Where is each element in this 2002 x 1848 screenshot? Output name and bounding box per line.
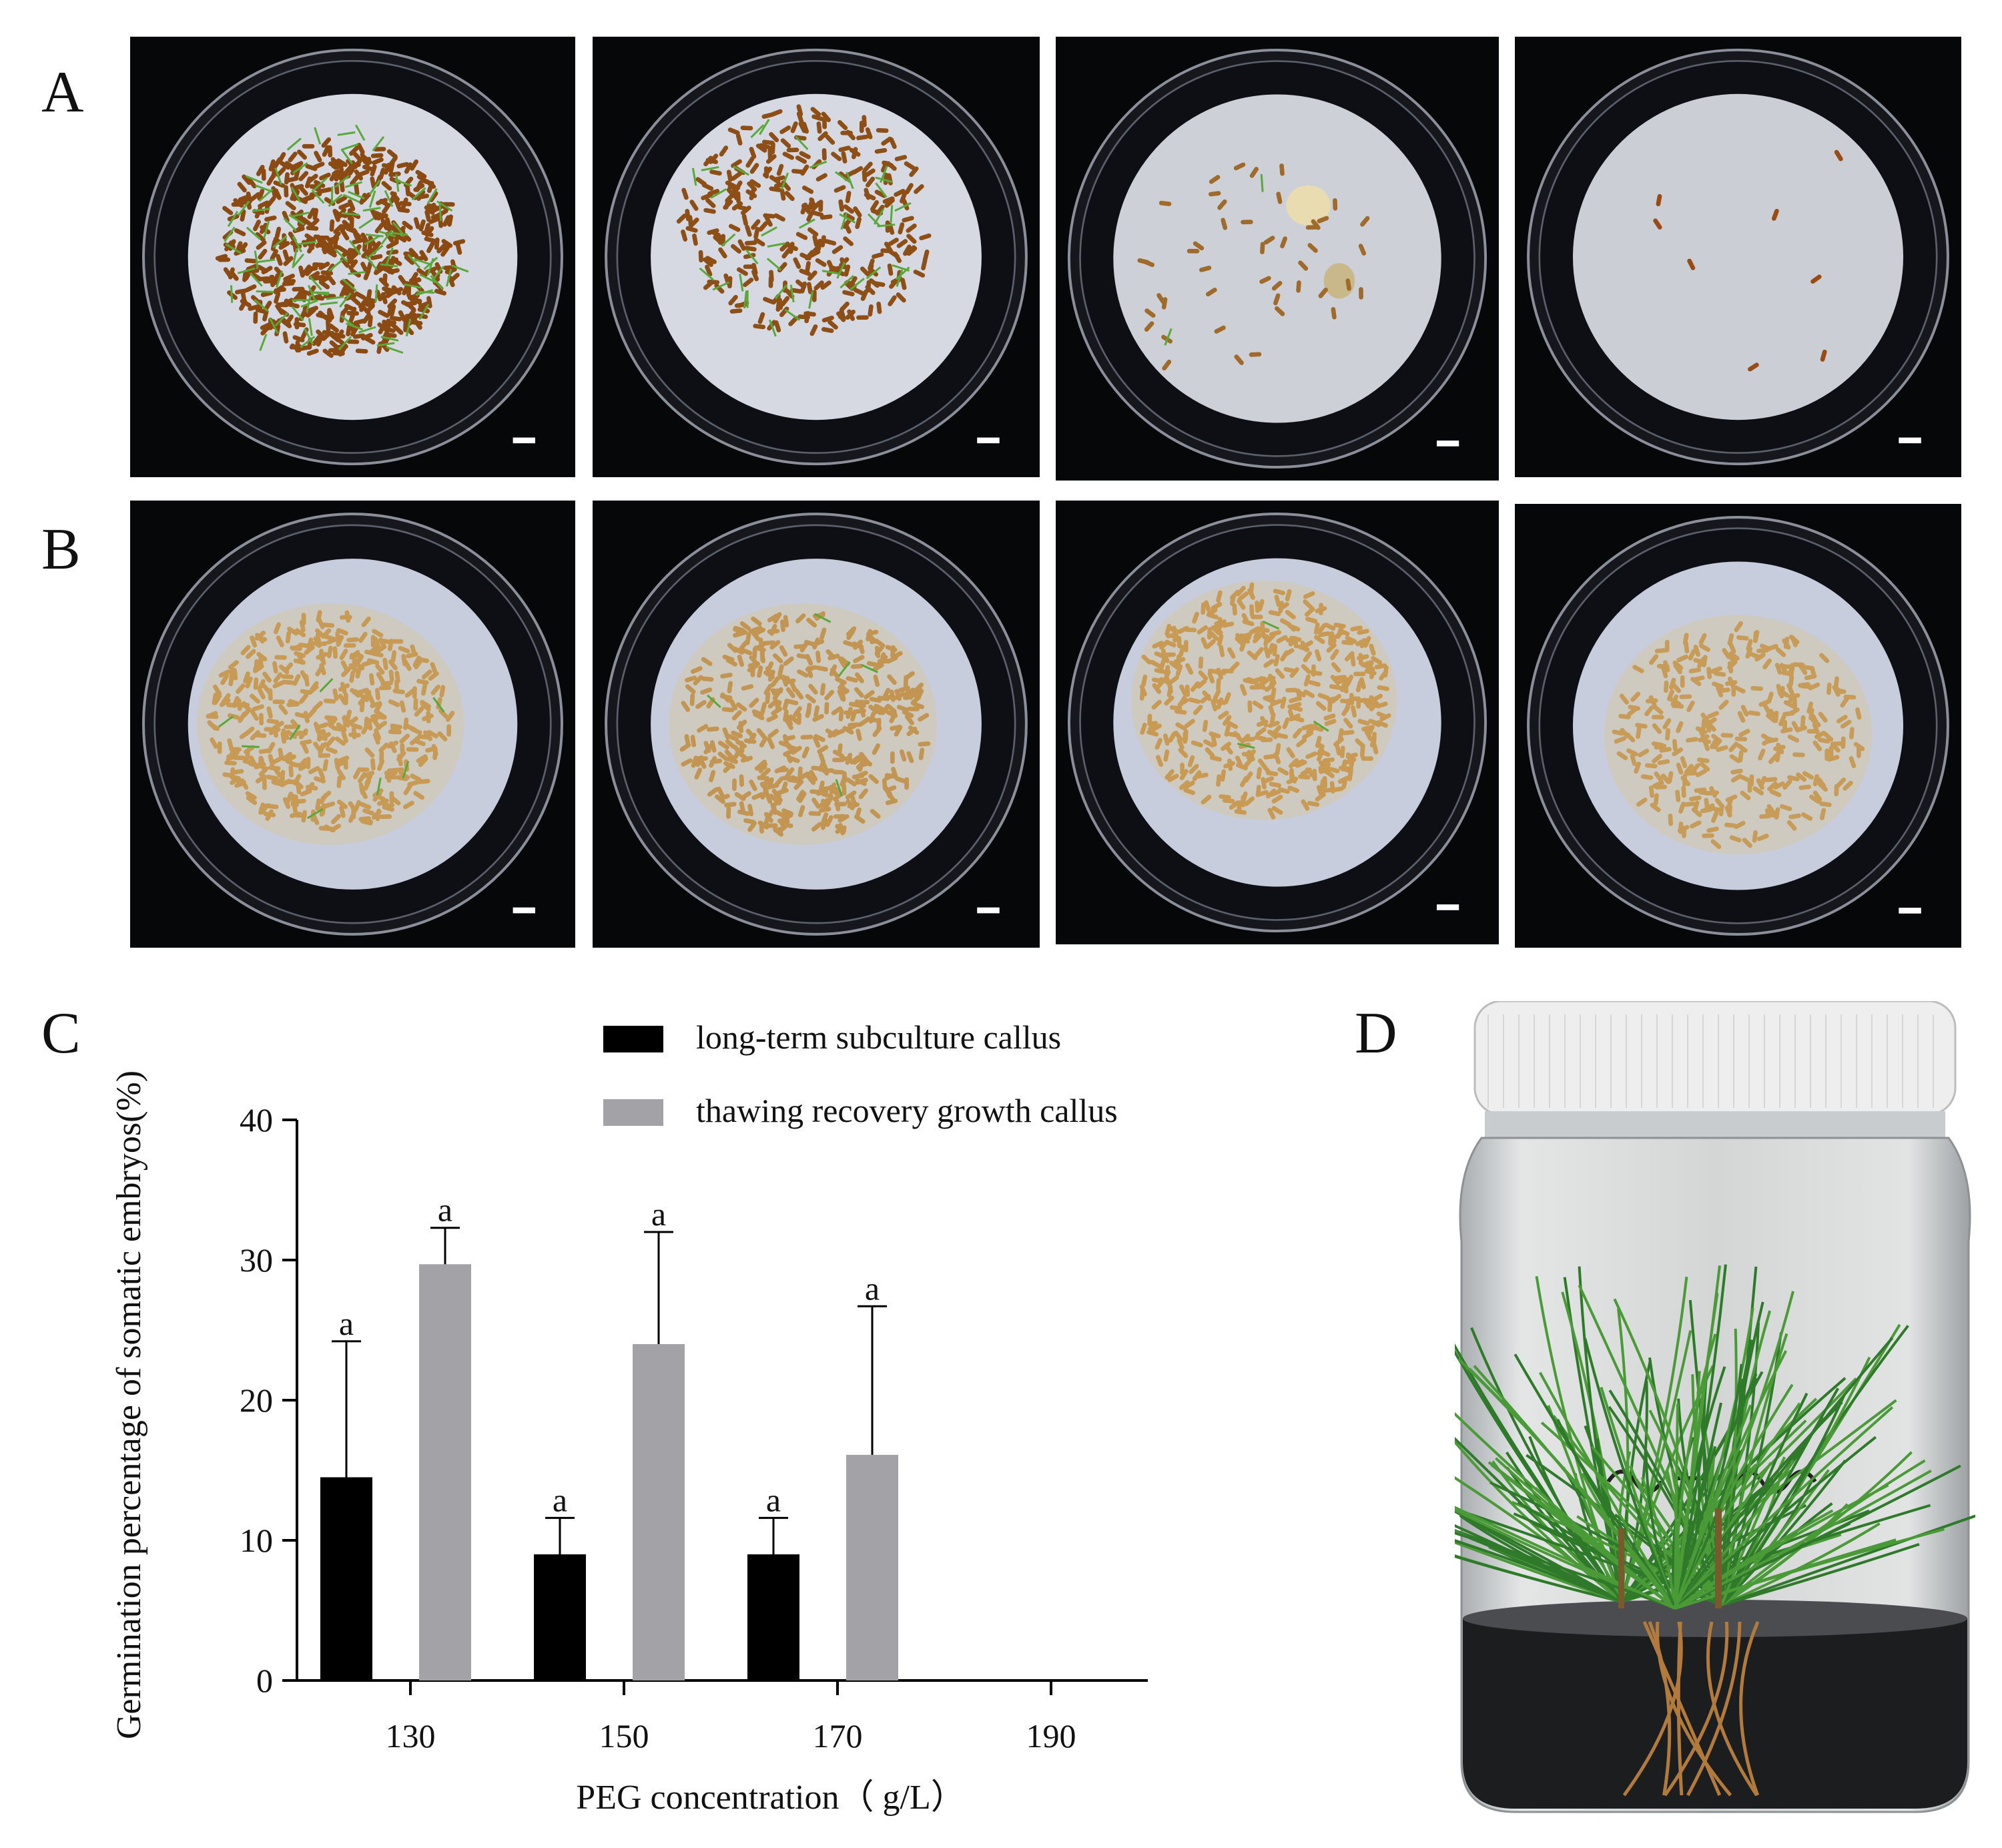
significance-letter: a [438, 1191, 452, 1229]
photo-a2-image [605, 48, 1028, 466]
photo-a1-image [142, 48, 563, 466]
x-axis-label: PEG concentration（ g/L） [576, 1779, 965, 1817]
bar-thawing-130 [419, 1264, 471, 1680]
legend-swatch-thawing [603, 1099, 663, 1126]
y-tick-label: 10 [240, 1522, 273, 1559]
y-tick-label: 30 [240, 1241, 273, 1279]
significance-letter: a [339, 1305, 354, 1342]
x-tick-label: 170 [813, 1717, 863, 1755]
panel-label-d: D [1355, 1001, 1397, 1066]
x-tick-label: 130 [386, 1717, 436, 1755]
bar-long-term-150 [534, 1554, 586, 1680]
y-tick-label: 40 [240, 1101, 273, 1139]
legend-label-thawing: thawing recovery growth callus [696, 1092, 1118, 1129]
bar-thawing-170 [846, 1454, 898, 1680]
panel-label-c: C [41, 1001, 81, 1066]
bar-long-term-130 [320, 1477, 372, 1680]
photo-a4 [1515, 37, 1961, 477]
significance-letter: a [766, 1481, 781, 1518]
panel-label-b: B [41, 517, 81, 582]
photo-b4-image [1527, 515, 1949, 936]
photo-a2 [593, 37, 1040, 477]
significance-letter: a [651, 1195, 666, 1233]
photo-b1 [130, 501, 575, 948]
germination-bar-chart: 0 10 20 30 40 130 a a 150 a a 170 a a 190 PEG concentra… [110, 1070, 1148, 1817]
x-tick-label: 190 [1026, 1717, 1076, 1755]
photo-d-culture-jar [1455, 1001, 1975, 1819]
photo-b3 [1056, 501, 1499, 944]
significance-letter: a [553, 1481, 567, 1518]
bar-thawing-150 [633, 1344, 685, 1680]
photo-a4-image [1527, 48, 1949, 466]
photo-a3 [1056, 37, 1499, 481]
y-tick-label: 0 [256, 1662, 273, 1699]
panel-label-a: A [41, 60, 84, 125]
legend-swatch-long-term [603, 1026, 663, 1052]
photo-b2 [593, 501, 1040, 948]
photo-b3-image [1067, 512, 1487, 933]
y-axis-label: Germination percentage of somatic embryo… [110, 1070, 148, 1739]
photo-b4 [1515, 504, 1961, 948]
photo-a1 [130, 37, 575, 477]
photo-b2-image [605, 513, 1028, 936]
photo-b1-image [142, 513, 563, 936]
significance-letter: a [865, 1269, 880, 1307]
culture-jar-image [1455, 1001, 1975, 1813]
photo-a3-image [1067, 48, 1487, 469]
y-tick-label: 20 [240, 1381, 273, 1419]
legend-label-long-term: long-term subculture callus [696, 1018, 1062, 1056]
bar-long-term-170 [747, 1554, 799, 1680]
x-tick-label: 150 [599, 1717, 649, 1755]
